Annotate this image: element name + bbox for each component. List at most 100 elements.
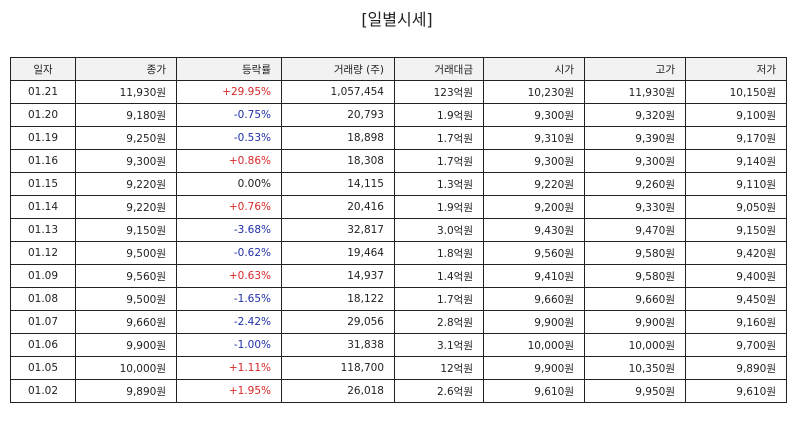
column-header: 거래량 (주) xyxy=(281,57,395,81)
table-cell: 10,000원 xyxy=(584,333,686,357)
table-cell: 9,900원 xyxy=(483,310,585,334)
table-cell: 12억원 xyxy=(394,356,484,380)
table-row: 01.05 10,000원 +1.11% 118,700 12억원 9,900원 10,35… xyxy=(10,356,787,380)
table-cell: 10,000원 xyxy=(75,356,177,380)
table-cell: 1,057,454 xyxy=(281,80,395,104)
table-cell: 9,170원 xyxy=(685,126,787,150)
table-cell: 9,420원 xyxy=(685,241,787,265)
table-cell: 9,330원 xyxy=(584,195,686,219)
table-cell: -1.65% xyxy=(176,287,282,311)
table-cell: 1.3억원 xyxy=(394,172,484,196)
table-cell: 9,180원 xyxy=(75,103,177,127)
column-header: 저가 xyxy=(685,57,787,81)
table-cell: 9,200원 xyxy=(483,195,585,219)
table-cell: 32,817 xyxy=(281,218,395,242)
table-cell: 3.1억원 xyxy=(394,333,484,357)
table-cell: -0.75% xyxy=(176,103,282,127)
table-cell: 9,500원 xyxy=(75,287,177,311)
table-cell: 26,018 xyxy=(281,379,395,403)
table-cell: 20,793 xyxy=(281,103,395,127)
table-cell: 9,890원 xyxy=(75,379,177,403)
price-table: 일자 종가 등락률 거래량 (주) 거래대금 시가 고가 저가 01.21 11,930원 +29… xyxy=(10,57,787,403)
table-cell: 01.21 xyxy=(10,80,76,104)
table-cell: 9,250원 xyxy=(75,126,177,150)
table-cell: +1.11% xyxy=(176,356,282,380)
table-cell: 9,160원 xyxy=(685,310,787,334)
table-cell: 01.12 xyxy=(10,241,76,265)
table-cell: 9,900원 xyxy=(584,310,686,334)
table-cell: 10,150원 xyxy=(685,80,787,104)
table-cell: 9,400원 xyxy=(685,264,787,288)
table-row: 01.12 9,500원 -0.62% 19,464 1.8억원 9,560원 9,580원… xyxy=(10,241,787,265)
table-cell: 9,140원 xyxy=(685,149,787,173)
header-row: 일자 종가 등락률 거래량 (주) 거래대금 시가 고가 저가 xyxy=(10,57,787,81)
table-cell: 9,110원 xyxy=(685,172,787,196)
table-cell: 10,350원 xyxy=(584,356,686,380)
table-cell: 9,950원 xyxy=(584,379,686,403)
table-cell: 10,230원 xyxy=(483,80,585,104)
table-row: 01.15 9,220원 0.00% 14,115 1.3억원 9,220원 9,260원 9… xyxy=(10,172,787,196)
table-cell: 118,700 xyxy=(281,356,395,380)
table-cell: 9,390원 xyxy=(584,126,686,150)
column-header: 종가 xyxy=(75,57,177,81)
table-cell: 9,560원 xyxy=(483,241,585,265)
table-cell: 19,464 xyxy=(281,241,395,265)
table-cell: 1.9억원 xyxy=(394,195,484,219)
table-cell: 9,560원 xyxy=(75,264,177,288)
table-cell: 01.06 xyxy=(10,333,76,357)
table-cell: 01.02 xyxy=(10,379,76,403)
table-cell: 9,220원 xyxy=(483,172,585,196)
table-cell: 01.08 xyxy=(10,287,76,311)
table-cell: -0.53% xyxy=(176,126,282,150)
table-cell: 9,430원 xyxy=(483,218,585,242)
table-row: 01.02 9,890원 +1.95% 26,018 2.6억원 9,610원 9,950원… xyxy=(10,379,787,403)
table-row: 01.06 9,900원 -1.00% 31,838 3.1억원 10,000원 10,00… xyxy=(10,333,787,357)
table-cell: 18,898 xyxy=(281,126,395,150)
table-row: 01.09 9,560원 +0.63% 14,937 1.4억원 9,410원 9,580원… xyxy=(10,264,787,288)
table-cell: 01.16 xyxy=(10,149,76,173)
table-row: 01.16 9,300원 +0.86% 18,308 1.7억원 9,300원 9,300원… xyxy=(10,149,787,173)
table-cell: -3.68% xyxy=(176,218,282,242)
table-cell: 01.14 xyxy=(10,195,76,219)
table-cell: 18,308 xyxy=(281,149,395,173)
column-header: 거래대금 xyxy=(394,57,484,81)
table-cell: +1.95% xyxy=(176,379,282,403)
table-row: 01.14 9,220원 +0.76% 20,416 1.9억원 9,200원 9,330원… xyxy=(10,195,787,219)
table-cell: 9,150원 xyxy=(75,218,177,242)
table-cell: -2.42% xyxy=(176,310,282,334)
table-cell: 9,300원 xyxy=(75,149,177,173)
table-cell: 10,000원 xyxy=(483,333,585,357)
table-cell: 01.07 xyxy=(10,310,76,334)
column-header: 일자 xyxy=(10,57,76,81)
table-cell: 9,500원 xyxy=(75,241,177,265)
table-cell: 2.6억원 xyxy=(394,379,484,403)
table-cell: 9,260원 xyxy=(584,172,686,196)
table-cell: 1.4억원 xyxy=(394,264,484,288)
table-cell: 1.7억원 xyxy=(394,149,484,173)
table-row: 01.19 9,250원 -0.53% 18,898 1.7억원 9,310원 9,390원… xyxy=(10,126,787,150)
table-cell: 31,838 xyxy=(281,333,395,357)
table-cell: 14,937 xyxy=(281,264,395,288)
table-cell: 1.8억원 xyxy=(394,241,484,265)
table-cell: +0.76% xyxy=(176,195,282,219)
table-cell: 9,610원 xyxy=(483,379,585,403)
table-cell: 11,930원 xyxy=(75,80,177,104)
table-cell: 9,320원 xyxy=(584,103,686,127)
table-cell: 1.7억원 xyxy=(394,126,484,150)
table-cell: 9,300원 xyxy=(584,149,686,173)
column-header: 등락률 xyxy=(176,57,282,81)
table-cell: 1.7억원 xyxy=(394,287,484,311)
table-cell: 0.00% xyxy=(176,172,282,196)
table-cell: +0.63% xyxy=(176,264,282,288)
table-cell: 01.13 xyxy=(10,218,76,242)
table-cell: 9,300원 xyxy=(483,103,585,127)
table-cell: 9,660원 xyxy=(75,310,177,334)
table-cell: 9,450원 xyxy=(685,287,787,311)
table-row: 01.07 9,660원 -2.42% 29,056 2.8억원 9,900원 9,900원… xyxy=(10,310,787,334)
table-cell: 01.05 xyxy=(10,356,76,380)
table-row: 01.20 9,180원 -0.75% 20,793 1.9억원 9,300원 9,320원… xyxy=(10,103,787,127)
title: [일별시세] xyxy=(361,10,433,29)
table-cell: 9,220원 xyxy=(75,195,177,219)
table-cell: 01.09 xyxy=(10,264,76,288)
